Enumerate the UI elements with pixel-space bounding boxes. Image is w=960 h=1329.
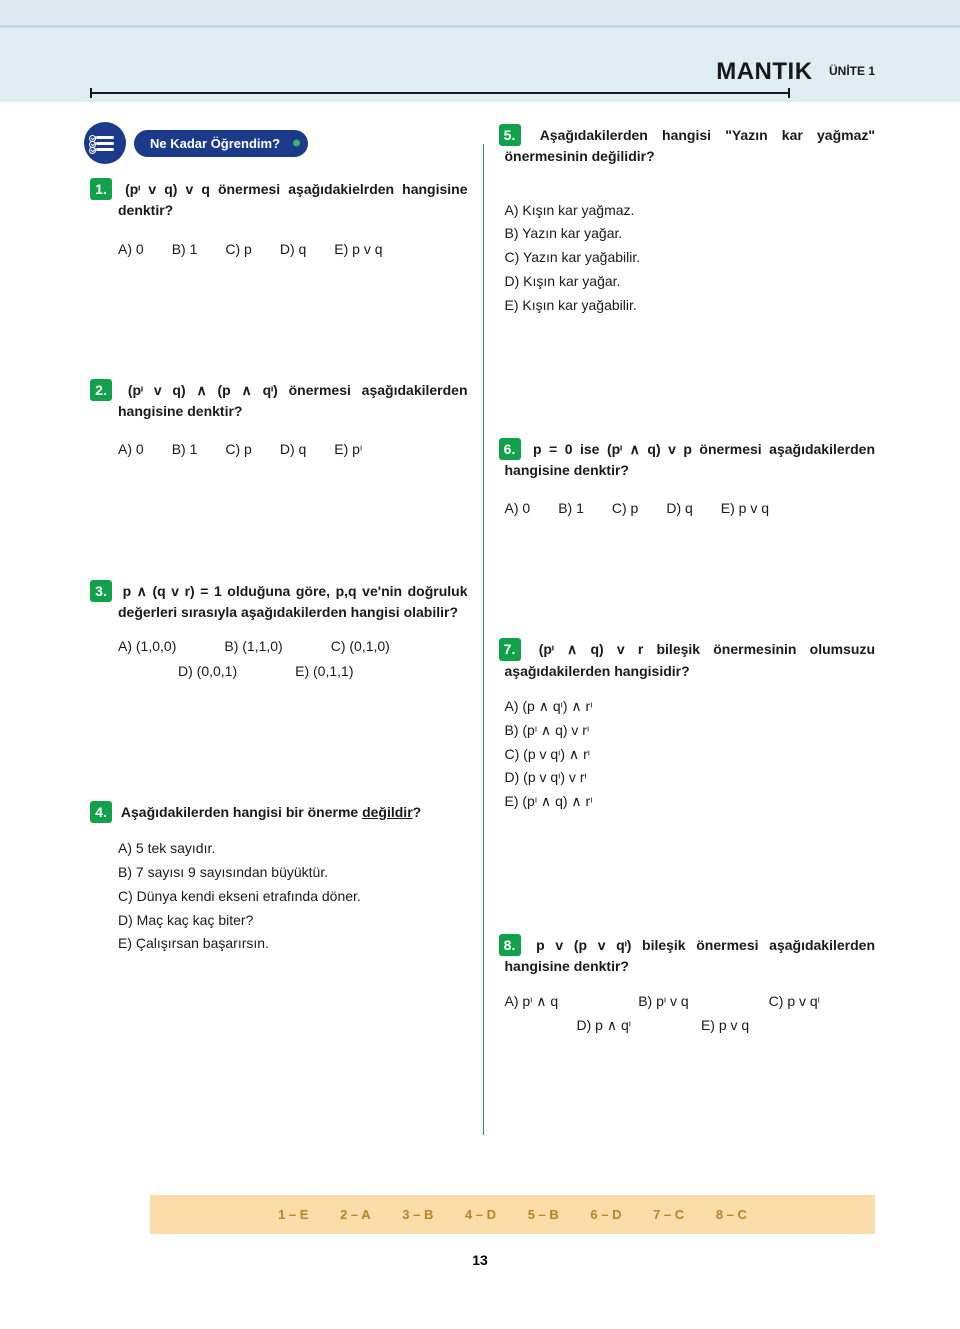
q4-opt-c[interactable]: C) Dünya kendi ekseni etrafında döner. (118, 885, 468, 909)
question-2: 2. (pᶦ v q) ∧ (p ∧ qᶦ) önermesi aşağıdak… (90, 379, 468, 460)
q5-num: 5. (499, 124, 521, 146)
q5-opt-b[interactable]: B) Yazın kar yağar. (505, 222, 876, 246)
question-1: 1. (pᶦ v q) v q önermesi aşağıdakielrden… (90, 178, 468, 259)
q6-opt-a[interactable]: A) 0 (505, 498, 531, 518)
q3-num: 3. (90, 580, 112, 602)
q4-opt-b[interactable]: B) 7 sayısı 9 sayısından büyüktür. (118, 861, 468, 885)
top-bar (0, 0, 960, 28)
q1-opt-c[interactable]: C) p (225, 239, 251, 259)
question-8: 8. p v (p v qᶦ) bileşik önermesi aşağıda… (498, 934, 876, 1035)
right-column: 5. Aşağıdakilerden hangisi "Yazın kar ya… (498, 102, 876, 1135)
q5-opt-c[interactable]: C) Yazın kar yağabilir. (505, 246, 876, 270)
q2-options: A) 0 B) 1 C) p D) q E) pᶦ (118, 439, 468, 459)
q6-opt-d[interactable]: D) q (666, 498, 692, 518)
q1-opt-a[interactable]: A) 0 (118, 239, 144, 259)
q7-opt-e[interactable]: E) (pᶦ ∧ q) ∧ rᶦ (505, 790, 876, 814)
q6-opt-e[interactable]: E) p v q (721, 498, 769, 518)
q3-opt-b[interactable]: B) (1,1,0) (224, 636, 282, 656)
q1-opt-e[interactable]: E) p v q (334, 239, 382, 259)
q3-opt-e[interactable]: E) (0,1,1) (295, 661, 353, 681)
q6-opt-c[interactable]: C) p (612, 498, 638, 518)
q7-opt-b[interactable]: B) (pᶦ ∧ q) v rᶦ (505, 719, 876, 743)
q1-options: A) 0 B) 1 C) p D) q E) p v q (118, 239, 468, 259)
q3-opt-d[interactable]: D) (0,0,1) (178, 661, 237, 681)
q2-opt-e[interactable]: E) pᶦ (334, 439, 362, 459)
q7-num: 7. (499, 638, 521, 660)
q1-opt-b[interactable]: B) 1 (172, 239, 198, 259)
q3-opt-a[interactable]: A) (1,0,0) (118, 636, 176, 656)
ans-8: 8 – C (716, 1207, 747, 1222)
left-column: Ne Kadar Öğrendim? 1. (pᶦ v q) v q önerm… (90, 102, 468, 1135)
q2-opt-d[interactable]: D) q (280, 439, 306, 459)
q7-opt-d[interactable]: D) (p v qᶦ) v rᶦ (505, 766, 876, 790)
q3-options: A) (1,0,0) B) (1,1,0) C) (0,1,0) D) (0,0… (118, 636, 468, 681)
ans-2: 2 – A (340, 1207, 371, 1222)
q8-opt-e[interactable]: E) p v q (701, 1015, 749, 1035)
q6-text: p = 0 ise (pᶦ ∧ q) v p önermesi aşağıdak… (505, 441, 876, 478)
q1-text: (pᶦ v q) v q önermesi aşağıdakielrden ha… (118, 181, 468, 218)
badge-label: Ne Kadar Öğrendim? (134, 130, 308, 157)
q7-text: (pᶦ ∧ q) v r bileşik önermesinin olumsuz… (505, 641, 876, 678)
q5-options: A) Kışın kar yağmaz. B) Yazın kar yağar.… (505, 199, 876, 318)
q4-options: A) 5 tek sayıdır. B) 7 sayısı 9 sayısınd… (118, 837, 468, 956)
q8-opt-a[interactable]: A) pᶦ ∧ q (505, 991, 559, 1011)
q8-opt-d[interactable]: D) p ∧ qᶦ (577, 1015, 631, 1035)
q5-opt-a[interactable]: A) Kışın kar yağmaz. (505, 199, 876, 223)
q4-text: Aşağıdakilerden hangisi bir önerme değil… (121, 804, 421, 820)
q7-opt-c[interactable]: C) (p v qᶦ) ∧ rᶦ (505, 743, 876, 767)
question-6: 6. p = 0 ise (pᶦ ∧ q) v p önermesi aşağı… (498, 438, 876, 519)
question-4: 4. Aşağıdakilerden hangisi bir önerme de… (90, 801, 468, 956)
q5-text: Aşağıdakilerden hangisi "Yazın kar yağma… (505, 127, 876, 164)
q2-num: 2. (90, 379, 112, 401)
header-title: MANTIK (716, 58, 812, 86)
q8-opt-b[interactable]: B) pᶦ v q (638, 991, 688, 1011)
q2-text: (pᶦ v q) ∧ (p ∧ qᶦ) önermesi aşağıdakile… (118, 382, 468, 419)
ans-7: 7 – C (653, 1207, 684, 1222)
q1-opt-d[interactable]: D) q (280, 239, 306, 259)
section-badge: Ne Kadar Öğrendim? (84, 122, 468, 164)
q6-options: A) 0 B) 1 C) p D) q E) p v q (505, 498, 876, 518)
q8-opt-c[interactable]: C) p v qᶦ (769, 991, 820, 1011)
answer-key: 1 – E 2 – A 3 – B 4 – D 5 – B 6 – D 7 – … (150, 1195, 875, 1234)
q4-opt-d[interactable]: D) Maç kaç kaç biter? (118, 909, 468, 933)
ans-5: 5 – B (528, 1207, 559, 1222)
q7-opt-a[interactable]: A) (p ∧ qᶦ) ∧ rᶦ (505, 695, 876, 719)
ans-4: 4 – D (465, 1207, 496, 1222)
q2-opt-b[interactable]: B) 1 (172, 439, 198, 459)
ans-3: 3 – B (402, 1207, 433, 1222)
q7-options: A) (p ∧ qᶦ) ∧ rᶦ B) (pᶦ ∧ q) v rᶦ C) (p … (505, 695, 876, 814)
q1-num: 1. (90, 178, 112, 200)
q4-opt-e[interactable]: E) Çalışırsan başarırsın. (118, 932, 468, 956)
q2-opt-c[interactable]: C) p (225, 439, 251, 459)
q3-opt-c[interactable]: C) (0,1,0) (331, 636, 390, 656)
q8-text: p v (p v qᶦ) bileşik önermesi aşağıdakil… (505, 937, 876, 974)
column-divider (483, 144, 484, 1135)
question-3: 3. p ∧ (q v r) = 1 olduğuna göre, p,q ve… (90, 580, 468, 681)
q4-opt-a[interactable]: A) 5 tek sayıdır. (118, 837, 468, 861)
question-5: 5. Aşağıdakilerden hangisi "Yazın kar ya… (498, 124, 876, 318)
page-header: MANTIK ÜNİTE 1 (0, 28, 960, 102)
q8-options: A) pᶦ ∧ q B) pᶦ v q C) p v qᶦ D) p ∧ qᶦ … (505, 991, 876, 1036)
q8-num: 8. (499, 934, 521, 956)
q5-opt-d[interactable]: D) Kışın kar yağar. (505, 270, 876, 294)
q3-text: p ∧ (q v r) = 1 olduğuna göre, p,q ve'ni… (118, 583, 468, 620)
q6-num: 6. (499, 438, 521, 460)
q5-opt-e[interactable]: E) Kışın kar yağabilir. (505, 294, 876, 318)
page-number: 13 (0, 1252, 960, 1292)
ans-1: 1 – E (278, 1207, 308, 1222)
q2-opt-a[interactable]: A) 0 (118, 439, 144, 459)
header-unit: ÜNİTE 1 (829, 64, 875, 78)
question-7: 7. (pᶦ ∧ q) v r bileşik önermesinin olum… (498, 638, 876, 814)
q4-num: 4. (90, 801, 112, 823)
header-rule (90, 92, 790, 94)
ans-6: 6 – D (590, 1207, 621, 1222)
checklist-icon (84, 122, 126, 164)
q6-opt-b[interactable]: B) 1 (558, 498, 584, 518)
